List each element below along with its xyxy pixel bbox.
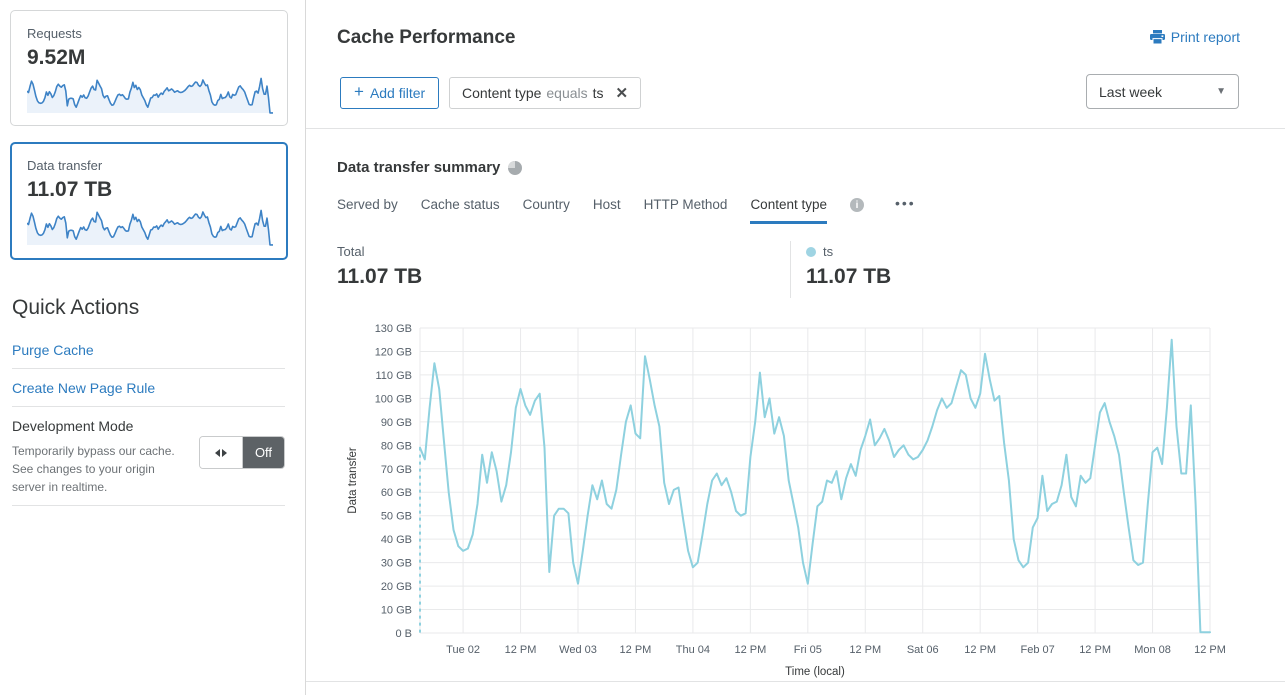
x-tick-label: Fri 05 (794, 644, 822, 656)
divider (12, 505, 285, 506)
ts-legend-dot (806, 246, 816, 257)
stats-divider (790, 241, 791, 298)
printer-icon (1149, 30, 1165, 44)
add-filter-button[interactable]: + Add filter (340, 77, 440, 109)
y-tick-label: 60 GB (381, 487, 412, 499)
x-tick-label: 12 PM (964, 644, 996, 656)
x-tick-label: Mon 08 (1134, 644, 1171, 656)
quick-actions-title: Quick Actions (12, 296, 140, 319)
x-tick-label: Feb 07 (1021, 644, 1055, 656)
more-tabs-icon[interactable]: ••• (895, 195, 916, 211)
metric-value: 9.52M (27, 46, 86, 69)
filter-value: ts (592, 85, 604, 101)
toggle-arrows-icon (200, 437, 243, 468)
y-tick-label: 90 GB (381, 417, 412, 429)
divider (12, 368, 285, 369)
y-tick-label: 80 GB (381, 440, 412, 452)
stat-total-value: 11.07 TB (337, 265, 423, 288)
y-tick-label: 50 GB (381, 511, 412, 523)
y-tick-label: 0 B (395, 628, 412, 640)
x-tick-label: 12 PM (734, 644, 766, 656)
plus-icon: + (354, 82, 364, 101)
print-report-label: Print report (1170, 29, 1240, 45)
development-mode-toggle[interactable]: Off (199, 436, 285, 469)
metric-label: Data transfer (27, 158, 103, 173)
filter-operator: equals (546, 85, 588, 101)
x-tick-label: 12 PM (620, 644, 652, 656)
filter-field: Content type (462, 85, 542, 101)
chevron-down-icon: ▼ (1216, 86, 1226, 97)
x-tick-label: Sat 06 (907, 644, 939, 656)
development-mode-title: Development Mode (12, 418, 134, 434)
x-tick-label: Tue 02 (446, 644, 480, 656)
metric-value: 11.07 TB (27, 178, 113, 201)
x-axis-title: Time (local) (785, 666, 845, 678)
metric-card-requests[interactable]: Requests 9.52M (10, 10, 288, 126)
y-tick-label: 10 GB (381, 605, 412, 617)
x-tick-label: Wed 03 (559, 644, 597, 656)
stat-ts-value: 11.07 TB (806, 265, 892, 288)
requests-sparkline (27, 77, 273, 114)
x-tick-label: 12 PM (849, 644, 881, 656)
tab-served-by[interactable]: Served by (337, 197, 398, 212)
stat-ts-label: ts (823, 244, 834, 259)
metric-card-data-transfer[interactable]: Data transfer 11.07 TB (10, 142, 288, 260)
chart-line-ts (419, 338, 1211, 634)
data-transfer-sparkline (27, 209, 273, 246)
header-divider (306, 128, 1285, 129)
metric-label: Requests (27, 26, 82, 41)
stat-total: Total 11.07 TB (337, 244, 422, 289)
print-report-link[interactable]: Print report (1149, 29, 1240, 45)
tab-cache-status[interactable]: Cache status (420, 197, 500, 212)
y-tick-label: 130 GB (375, 323, 412, 335)
y-tick-label: 30 GB (381, 558, 412, 570)
y-tick-label: 120 GB (375, 346, 412, 358)
purge-cache-link[interactable]: Purge Cache (12, 342, 94, 358)
dimension-tabs: Served by Cache status Country Host HTTP… (337, 195, 916, 224)
summary-title-row: Data transfer summary (337, 159, 523, 176)
summary-title: Data transfer summary (337, 159, 501, 176)
x-tick-label: Thu 04 (676, 644, 710, 656)
sparkline-line (27, 209, 273, 246)
time-range-select[interactable]: Last week ▼ (1086, 74, 1239, 109)
tab-host[interactable]: Host (592, 197, 621, 212)
filter-chip[interactable]: Content type equals ts ✕ (449, 77, 642, 109)
sidebar-main-divider (305, 0, 306, 695)
y-tick-label: 100 GB (375, 393, 412, 405)
pie-loading-icon (508, 160, 523, 175)
y-tick-label: 40 GB (381, 534, 412, 546)
y-tick-label: 110 GB (376, 370, 413, 382)
sparkline-line (27, 77, 273, 114)
development-mode-description: Temporarily bypass our cache. See change… (12, 444, 175, 494)
y-tick-label: 70 GB (381, 464, 412, 476)
y-axis-title: Data transfer (347, 447, 359, 514)
tab-http-method[interactable]: HTTP Method (643, 197, 728, 212)
sparkline-area (27, 78, 273, 113)
stat-total-label: Total (337, 244, 365, 259)
create-page-rule-link[interactable]: Create New Page Rule (12, 380, 156, 396)
data-transfer-chart[interactable]: 0 B 10 GB 20 GB 30 GB 40 GB 50 GB 60 GB 70 GB 80… (344, 320, 1229, 678)
time-range-value: Last week (1099, 83, 1163, 100)
add-filter-label: Add filter (369, 85, 426, 101)
divider (12, 406, 285, 407)
bottom-divider (306, 681, 1285, 682)
page-title: Cache Performance (337, 27, 516, 48)
y-tick-label: 20 GB (381, 581, 412, 593)
toggle-state-label: Off (243, 437, 284, 468)
tab-country[interactable]: Country (522, 197, 570, 212)
info-icon[interactable]: i (850, 198, 864, 212)
tab-content-type[interactable]: Content type (750, 197, 827, 224)
remove-filter-icon[interactable]: ✕ (615, 85, 629, 102)
x-tick-label: 12 PM (1079, 644, 1111, 656)
stat-ts: ts 11.07 TB (806, 244, 891, 289)
x-tick-label: 12 PM (505, 644, 537, 656)
x-tick-label: 12 PM (1194, 644, 1226, 656)
sparkline-area (27, 210, 273, 245)
